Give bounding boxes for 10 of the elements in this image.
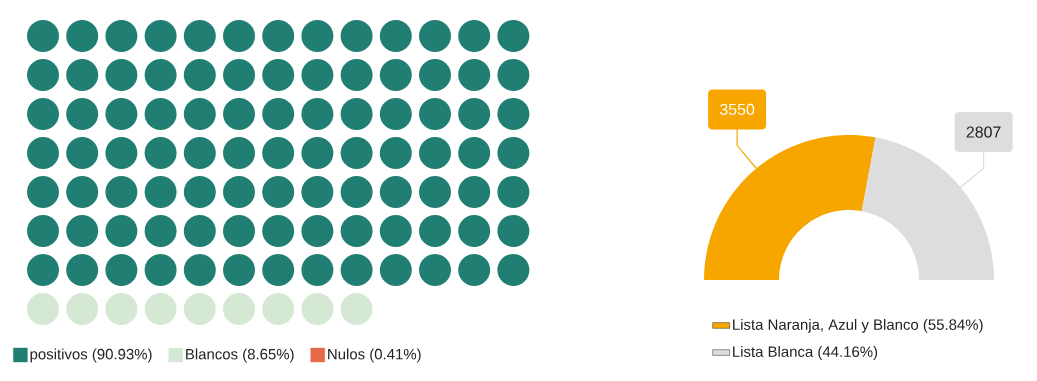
data-label: (90.93%) — [92, 348, 152, 363]
data-label: (0.41%) — [370, 348, 421, 363]
category-label: Blancos — [186, 348, 238, 360]
data-label: 2807 — [966, 126, 1001, 138]
category-label: Nulos — [328, 348, 365, 360]
category-label: positivos — [30, 348, 88, 363]
data-label: 3550 — [719, 103, 755, 116]
data-label: (8.65%) — [243, 348, 294, 363]
legend-label: Lista Naranja, Azul y Blanco (55.84%) — [733, 318, 983, 333]
legend-label: Lista Blanca (44.16%) — [733, 346, 878, 360]
